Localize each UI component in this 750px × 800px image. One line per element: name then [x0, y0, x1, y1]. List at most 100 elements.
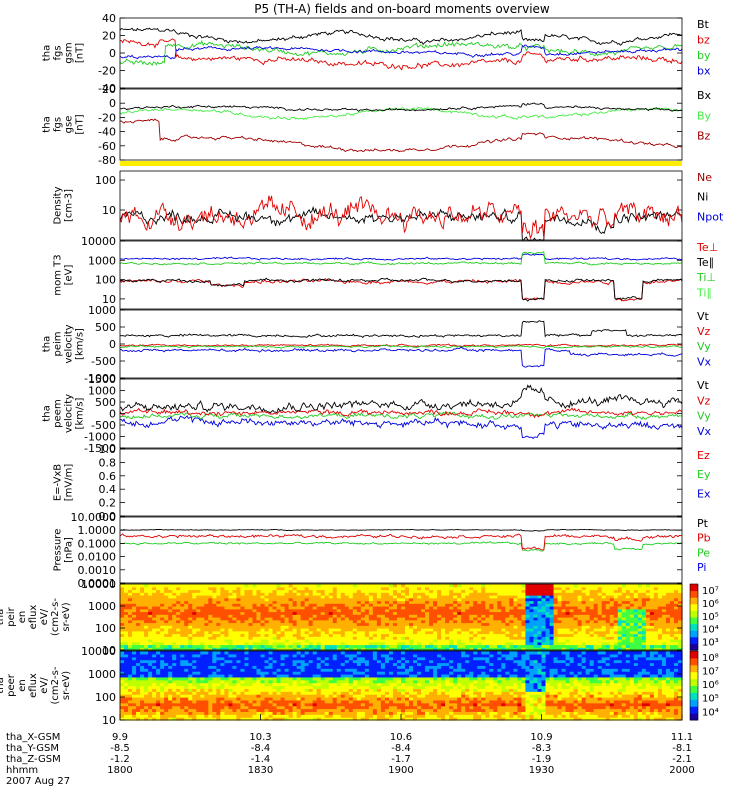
spectrogram-cell: [537, 592, 543, 596]
spectrogram-cell: [625, 595, 631, 599]
spectrogram-cell: [272, 711, 278, 715]
spectrogram-cell: [649, 625, 655, 629]
spectrogram-cell: [140, 589, 145, 593]
spectrogram-cell: [657, 592, 663, 596]
spectrogram-cell: [224, 614, 229, 618]
spectrogram-cell: [413, 647, 418, 651]
spectrogram-cell: [649, 595, 655, 599]
spectrogram-cell: [613, 584, 619, 588]
spectrogram-cell: [553, 597, 559, 602]
spectrogram-cell: [308, 656, 314, 661]
spectrogram-cell: [264, 625, 270, 629]
spectrogram-cell: [144, 651, 149, 655]
spectrogram-cell: [204, 708, 209, 712]
spectrogram-cell: [669, 641, 675, 646]
spectrogram-cell: [128, 595, 133, 599]
spectrogram-cell: [545, 584, 551, 588]
spectrogram-cell: [304, 603, 310, 607]
spectrogram-cell: [513, 611, 519, 615]
spectrogram-cell: [200, 584, 205, 588]
spectrogram-cell: [473, 597, 478, 602]
spectrogram-cell: [184, 622, 189, 626]
spectrogram-cell: [308, 679, 314, 684]
spectrogram-cell: [120, 603, 125, 607]
spectrogram-cell: [152, 611, 157, 615]
spectrogram-cell: [184, 708, 189, 712]
spectrogram-cell: [320, 659, 326, 664]
spectrogram-cell: [180, 688, 185, 692]
spectrogram-cell: [324, 714, 330, 718]
spectrogram-cell: [256, 625, 262, 629]
spectrogram-cell: [268, 656, 274, 661]
spectrogram-cell: [340, 636, 346, 640]
spectrogram-cell: [140, 644, 145, 648]
spectrogram-cell: [477, 628, 482, 632]
spectrogram-cell: [204, 636, 209, 640]
spectrogram-cell: [360, 630, 366, 635]
spectrogram-cell: [336, 603, 342, 607]
spectrogram-cell: [308, 665, 314, 669]
spectrogram-cell: [388, 597, 394, 602]
spectrogram-cell: [180, 630, 185, 635]
spectrogram-cell: [232, 656, 238, 661]
spectrogram-cell: [637, 608, 643, 613]
spectrogram-cell: [629, 628, 635, 632]
spectrogram-cell: [589, 592, 595, 596]
y-tick-label: 1000: [88, 304, 116, 317]
spectrogram-cell: [264, 641, 270, 646]
spectrogram-cell: [188, 619, 193, 624]
spectrogram-cell: [192, 685, 197, 689]
spectrogram-cell: [216, 600, 221, 604]
y-axis-label: thapeirenefluxeV/(cm2-s-sr-eV): [0, 598, 72, 636]
spectrogram-cell: [577, 639, 583, 643]
spectrogram-cell: [533, 644, 539, 648]
spectrogram-cell: [252, 659, 258, 664]
spectrogram-cell: [268, 685, 274, 689]
spectrogram-cell: [437, 633, 442, 637]
spectrogram-cell: [212, 595, 217, 599]
spectrogram-cell: [140, 639, 145, 643]
spectrogram-cell: [180, 665, 185, 669]
spectrogram-cell: [401, 619, 406, 624]
spectrogram-cell: [276, 644, 282, 648]
spectrogram-cell: [288, 708, 294, 712]
spectrogram-cell: [501, 592, 506, 596]
spectrogram-cell: [336, 636, 342, 640]
spectrogram-cell: [617, 636, 623, 640]
spectrogram-cell: [441, 619, 446, 624]
spectrogram-cell: [308, 600, 314, 604]
spectrogram-cell: [376, 603, 382, 607]
spectrogram-cell: [437, 630, 442, 635]
spectrogram-cell: [224, 611, 229, 615]
spectrogram-cell: [541, 630, 547, 635]
spectrogram-cell: [569, 647, 575, 651]
spectrogram-cell: [160, 633, 165, 637]
spectrogram-cell: [152, 644, 157, 648]
legend-entry: bz: [697, 34, 710, 47]
spectrogram-cell: [340, 699, 346, 704]
spectrogram-cell: [533, 647, 539, 651]
spectrogram-cell: [364, 600, 370, 604]
spectrogram-cell: [124, 586, 129, 591]
spectrogram-cell: [196, 592, 201, 596]
spectrogram-cell: [461, 639, 466, 643]
spectrogram-cell: [581, 592, 587, 596]
y-tick-label: 1.0000: [78, 524, 117, 537]
spectrogram-cell: [629, 639, 635, 643]
panel-frame: [119, 516, 683, 584]
spectrogram-cell: [236, 644, 242, 648]
spectrogram-cell: [437, 589, 442, 593]
spectrogram-cell: [441, 630, 446, 635]
spectrogram-cell: [364, 639, 370, 643]
spectrogram-cell: [196, 647, 201, 651]
spectrogram-cell: [533, 592, 539, 596]
spectrogram-cell: [344, 619, 350, 624]
spectrogram-cell: [292, 711, 298, 715]
spectrogram-cell: [300, 630, 306, 635]
spectrogram-cell: [433, 641, 438, 646]
spectrogram-cell: [481, 606, 486, 610]
spectrogram-cell: [124, 705, 129, 710]
spectrogram-cell: [569, 600, 575, 604]
spectrogram-cell: [172, 633, 177, 637]
spectrogram-cell: [188, 676, 193, 681]
